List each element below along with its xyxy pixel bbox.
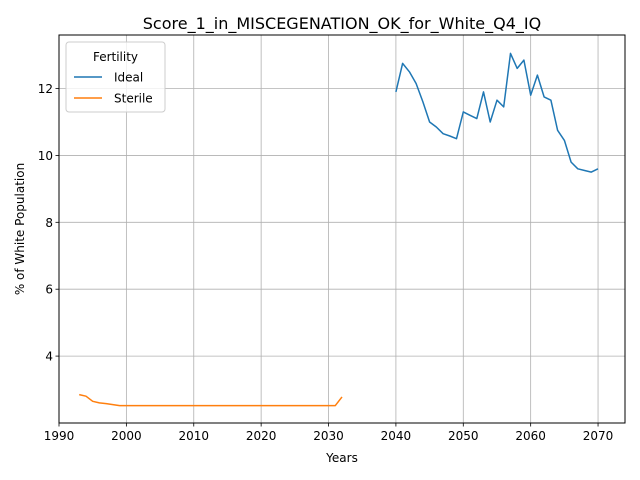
y-tick-label: 12: [38, 82, 53, 96]
y-tick-label: 8: [45, 216, 53, 230]
x-tick-label: 2060: [515, 429, 546, 443]
x-tick-label: 2010: [178, 429, 209, 443]
legend-box: [65, 41, 166, 113]
series-line-sterile: [79, 393, 343, 407]
series-line-ideal: [395, 52, 599, 173]
legend-title: Fertility: [93, 50, 138, 64]
x-tick-label: 1990: [44, 429, 75, 443]
x-axis-label: Years: [325, 451, 358, 465]
x-tick-label: 2040: [381, 429, 412, 443]
chart-title: Score_1_in_MISCEGENATION_OK_for_White_Q4…: [143, 14, 541, 34]
grid: [58, 35, 625, 423]
legend: Fertility Ideal Sterile: [65, 41, 166, 113]
y-axis-label: % of White Population: [13, 163, 27, 295]
axis-ticks: 1990 2000 2010 2020 2030 2040 2050 2060 2070 4 6 8 1…: [38, 82, 614, 443]
series-layer: [79, 52, 599, 407]
legend-label-ideal: Ideal: [114, 71, 143, 85]
plot-frame: [58, 34, 626, 424]
y-tick-label: 4: [45, 350, 53, 364]
x-tick-label: 2030: [313, 429, 344, 443]
legend-label-sterile: Sterile: [114, 92, 153, 106]
x-tick-label: 2050: [448, 429, 479, 443]
y-tick-label: 10: [38, 149, 53, 163]
y-tick-label: 6: [45, 283, 53, 297]
x-tick-label: 2070: [583, 429, 614, 443]
x-tick-label: 2000: [111, 429, 142, 443]
x-tick-label: 2020: [246, 429, 277, 443]
